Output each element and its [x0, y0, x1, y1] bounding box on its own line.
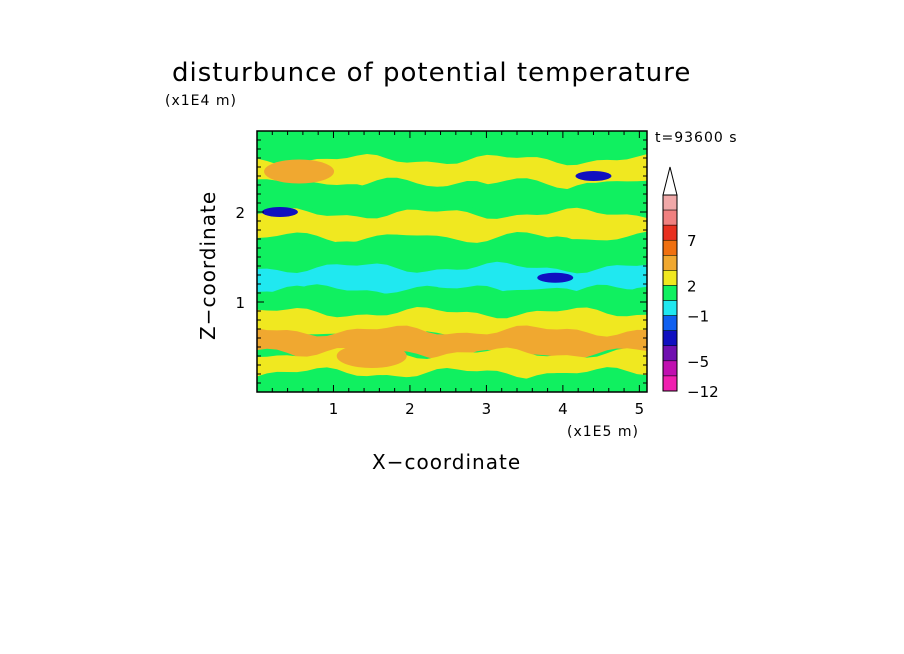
colorbar-segment — [662, 255, 678, 271]
contour-band — [257, 234, 647, 271]
contour-feature — [575, 171, 612, 181]
contour-feature — [537, 272, 574, 283]
y-unit-label: (x1E4 m) — [165, 93, 237, 109]
colorbar-segment — [662, 360, 678, 377]
x-unit-label: (x1E5 m) — [567, 424, 639, 440]
colorbar: 7 2 −1 −5 −12 — [662, 166, 719, 401]
contour-feature — [336, 344, 407, 368]
colorbar-segment — [662, 224, 678, 241]
colorbar-segment — [662, 375, 678, 392]
colorbar-tick-label: 2 — [687, 277, 697, 295]
colorbar-segment — [662, 315, 678, 331]
contour-feature — [261, 207, 298, 217]
colorbar-extend-arrow — [662, 166, 678, 196]
y-tick-label: 1 — [235, 294, 245, 312]
x-tick-label: 4 — [558, 400, 568, 418]
x-tick-label: 2 — [405, 400, 415, 418]
time-label: t=93600 s — [655, 130, 738, 146]
colorbar-tick-label: −12 — [687, 383, 719, 401]
chart-title: disturbunce of potential temperature — [172, 58, 692, 88]
contour-band — [257, 131, 647, 163]
colorbar-segment — [662, 194, 678, 211]
contour-band — [257, 261, 647, 298]
contour-band — [257, 153, 647, 189]
x-tick-label: 1 — [329, 400, 339, 418]
y-tick-label: 2 — [235, 204, 245, 222]
colorbar-segment — [662, 300, 678, 316]
contour-band — [257, 367, 647, 392]
contour-feature — [264, 159, 335, 184]
x-tick-label: 5 — [635, 400, 645, 418]
colorbar-segment — [662, 345, 678, 362]
colorbar-segment — [662, 285, 678, 301]
colorbar-segment — [662, 209, 678, 226]
colorbar-segment — [662, 239, 678, 256]
colorbar-tick-label: 7 — [687, 232, 697, 250]
plot-frame — [256, 130, 648, 393]
x-axis-label: X−coordinate — [372, 450, 522, 474]
contour-band — [257, 284, 647, 320]
x-tick-label: 3 — [482, 400, 492, 418]
contour-band — [257, 207, 647, 244]
colorbar-segment — [662, 270, 678, 286]
colorbar-segment — [662, 330, 678, 347]
contour-band — [257, 181, 647, 217]
colorbar-tick-label: −5 — [687, 353, 709, 371]
colorbar-tick-label: −1 — [687, 308, 709, 326]
contour-field — [257, 131, 647, 392]
